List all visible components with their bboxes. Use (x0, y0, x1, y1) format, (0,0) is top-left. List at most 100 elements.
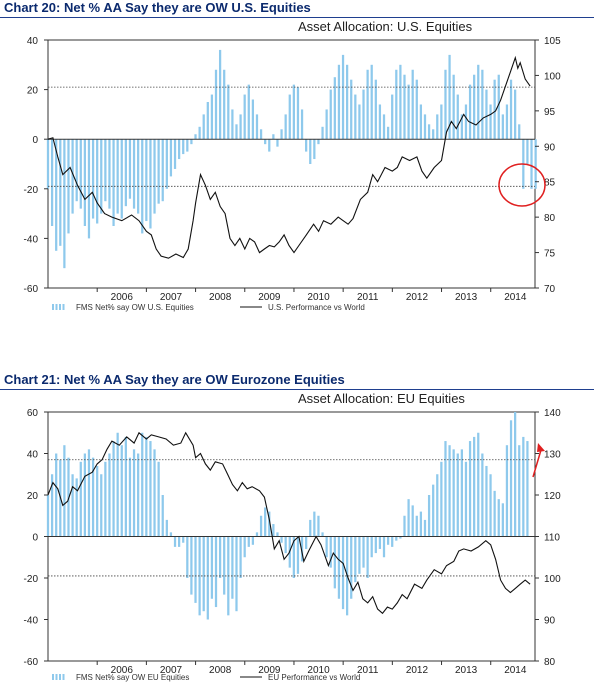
x-tick-label: 2010 (307, 665, 330, 676)
bar (321, 126, 324, 140)
bar (91, 457, 95, 537)
bar (526, 139, 529, 164)
bar (370, 64, 373, 140)
bar (473, 74, 476, 140)
bar (382, 114, 386, 140)
bar (329, 536, 332, 568)
trend-arrow (532, 449, 542, 478)
bar (108, 453, 111, 537)
bar (337, 64, 341, 140)
bar (440, 104, 443, 140)
bar (137, 139, 140, 214)
bar (460, 114, 463, 140)
bar (272, 524, 275, 537)
bar (247, 84, 250, 140)
bar (317, 139, 320, 145)
bar (477, 432, 480, 537)
bar (108, 139, 111, 209)
bar (83, 139, 86, 226)
bar (399, 64, 402, 140)
y-tick-label: -40 (24, 234, 39, 245)
bar (427, 124, 431, 140)
bar (514, 89, 517, 140)
bar (128, 457, 132, 537)
bar (268, 511, 271, 537)
x-tick-label: 2009 (258, 665, 281, 676)
bar (460, 449, 463, 537)
bar (436, 474, 439, 537)
bar (325, 536, 328, 558)
bar (382, 536, 386, 558)
y-tick-label: 20 (27, 491, 39, 502)
legend-bar-swatch (55, 674, 58, 680)
y-tick-label: -40 (24, 616, 39, 627)
x-tick-label: 2012 (406, 292, 429, 303)
bar (333, 536, 336, 589)
bar (415, 515, 418, 537)
bar (55, 453, 58, 537)
bar (354, 94, 357, 140)
panel-heading: Chart 21: Net % AA Say they are OW Euroz… (4, 372, 345, 387)
bar (358, 104, 361, 140)
bar (346, 64, 349, 140)
legend: FMS Net% say OW EU Equities EU Performanc… (52, 673, 360, 682)
bar (210, 536, 214, 599)
bar (75, 139, 78, 202)
bar (214, 536, 218, 608)
bar (96, 139, 99, 224)
legend-label: U.S. Performance vs World (268, 303, 365, 312)
bar (218, 536, 222, 578)
bar (247, 536, 250, 547)
y-tick-label: -60 (24, 284, 39, 295)
bar (194, 536, 197, 603)
eu-equities-chart: Asset Allocation: EU Equities 60 40 20 0 -20 -… (24, 391, 562, 682)
bar (67, 139, 70, 234)
heading-rule (0, 389, 594, 390)
bar (333, 77, 336, 140)
bar (350, 536, 353, 599)
bar (268, 139, 271, 152)
bar (251, 536, 255, 545)
bar (436, 114, 439, 140)
bar (149, 139, 152, 229)
bar (223, 536, 226, 595)
bar (198, 536, 201, 616)
bar (407, 499, 410, 537)
bar (296, 536, 300, 574)
bar (227, 84, 230, 140)
bar (50, 139, 54, 226)
bar (354, 536, 357, 583)
bar (370, 536, 373, 558)
chart-panel-eu: Chart 21: Net % AA Say they are OW Euroz… (0, 370, 594, 690)
bar (456, 453, 459, 537)
bar (79, 139, 82, 209)
bar (526, 441, 529, 537)
y2-tick-label: 90 (544, 142, 556, 153)
bar (309, 519, 312, 537)
bar (411, 69, 414, 140)
bar (399, 536, 402, 539)
bar (87, 449, 91, 537)
y2-tick-label: 85 (544, 178, 556, 189)
bar (522, 436, 525, 537)
bar (473, 436, 476, 537)
legend-bar-swatch (62, 304, 65, 310)
bar (452, 449, 455, 537)
y-tick-label: -60 (24, 657, 39, 668)
bar (358, 536, 361, 574)
bar (186, 536, 189, 578)
bar (100, 139, 103, 214)
bar (210, 94, 214, 140)
highlight-circle (498, 163, 546, 207)
bar (231, 536, 234, 599)
bar (251, 99, 255, 140)
y2-tick-label: 105 (544, 36, 561, 47)
x-tick-label: 2012 (406, 665, 429, 676)
bar (104, 139, 107, 202)
bar (341, 54, 345, 140)
bar (182, 139, 185, 155)
us-equities-chart: Asset Allocation: U.S. Equities 40 20 0 -20 -… (24, 19, 562, 312)
bar (452, 74, 455, 140)
bar (239, 536, 242, 578)
legend-bar-swatch (55, 304, 58, 310)
